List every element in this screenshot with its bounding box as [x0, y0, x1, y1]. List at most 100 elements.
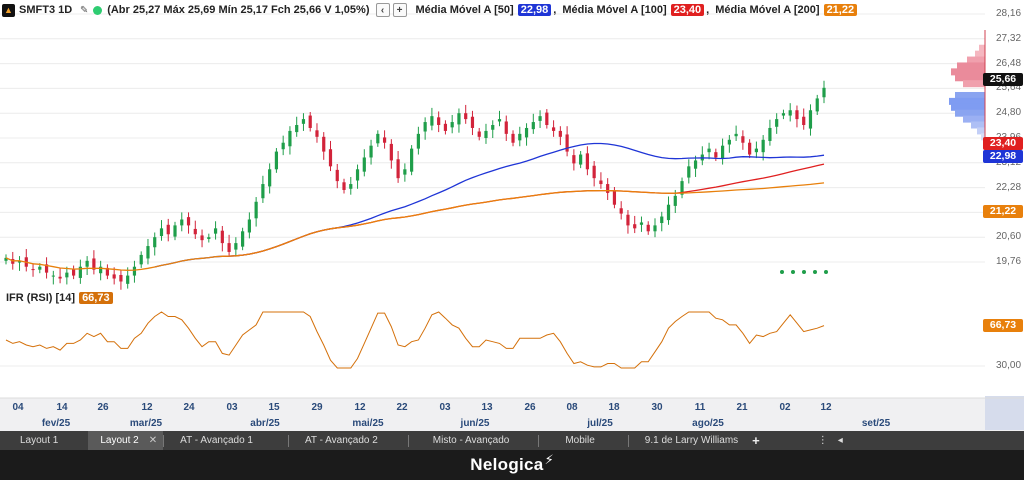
- candle-body: [626, 214, 630, 226]
- candle-body: [126, 275, 130, 284]
- day-tick-label: 29: [311, 402, 323, 413]
- candle-body: [680, 181, 684, 195]
- day-tick-label: 11: [694, 402, 706, 413]
- candle-body: [484, 130, 488, 138]
- ma50-label[interactable]: Média Móvel A [50]: [415, 4, 514, 16]
- volume-profile-bar: [957, 62, 985, 70]
- tab-mobile[interactable]: Mobile: [565, 435, 595, 446]
- candle-body: [592, 165, 596, 179]
- candle-body: [261, 184, 265, 199]
- candle-body: [639, 222, 644, 225]
- day-tick-label: 02: [779, 402, 791, 413]
- candle-body: [288, 130, 292, 147]
- candle-body: [585, 153, 589, 170]
- price-tag: 23,40: [983, 137, 1023, 150]
- price-tag: 21,22: [983, 205, 1023, 218]
- brand-logo: Nelogica: [470, 455, 544, 474]
- candle-body: [808, 110, 813, 129]
- status-dot-icon: [93, 5, 103, 15]
- ma100-label[interactable]: Média Móvel A [100]: [562, 4, 667, 16]
- candle-body: [633, 224, 637, 229]
- rsi-tick-label: 30,00: [996, 360, 1022, 371]
- day-tick-label: 15: [268, 402, 280, 413]
- tab-layout-1[interactable]: Layout 1: [20, 435, 59, 446]
- symbol-label[interactable]: SMFT3 1D: [19, 4, 73, 16]
- candle-body: [72, 269, 76, 276]
- chart-area[interactable]: ▲ SMFT3 1D ✎ (Abr 25,27 Máx 25,69 Mín 25…: [0, 0, 1024, 431]
- candle-body: [355, 169, 360, 181]
- rsi-label[interactable]: IFR (RSI) [14] 66,73: [6, 292, 113, 304]
- candle-body: [437, 117, 441, 126]
- volume-profile-bar: [967, 56, 985, 64]
- candle-body: [693, 160, 698, 169]
- candle-body: [761, 139, 765, 153]
- month-tick-label: mai/25: [352, 418, 384, 429]
- candle-body: [146, 246, 150, 259]
- ma200-label[interactable]: Média Móvel A [200]: [715, 4, 820, 16]
- candle-body: [545, 112, 549, 126]
- tab-at-avancado-1[interactable]: AT - Avançado 1: [180, 435, 253, 446]
- close-tab-icon[interactable]: ✕: [148, 435, 158, 446]
- volume-profile-bar: [951, 103, 985, 111]
- volume-profile-bar: [981, 133, 985, 141]
- candle-body: [815, 98, 819, 112]
- volume-profile-bar: [971, 121, 985, 129]
- tab-layout-2[interactable]: Layout 2 ✕: [88, 431, 164, 450]
- candle-body: [376, 133, 380, 144]
- day-tick-label: 13: [481, 402, 493, 413]
- month-tick-label: fev/25: [41, 418, 71, 429]
- candle-body: [443, 123, 448, 131]
- candle-body: [281, 142, 285, 150]
- month-tick-label: abr/25: [250, 418, 280, 429]
- volume-profile-bar: [975, 50, 985, 58]
- tab-misto-avancado[interactable]: Misto - Avançado: [432, 435, 510, 446]
- day-tick-label: 22: [396, 402, 408, 413]
- add-tab-icon[interactable]: +: [752, 433, 760, 448]
- candle-body: [105, 267, 110, 276]
- chart-header: ▲ SMFT3 1D ✎ (Abr 25,27 Máx 25,69 Mín 25…: [2, 1, 858, 19]
- candle-body: [268, 169, 272, 187]
- collapse-button[interactable]: ‹: [375, 3, 390, 17]
- candle-body: [92, 258, 96, 270]
- add-indicator-button[interactable]: +: [392, 3, 407, 17]
- candle-body: [254, 201, 258, 219]
- candle-body: [295, 125, 299, 133]
- day-tick-label: 08: [566, 402, 578, 413]
- tab-larry-williams[interactable]: 9.1 de Larry Williams: [644, 435, 739, 446]
- day-tick-label: 12: [820, 402, 832, 413]
- tab-at-avancado-2[interactable]: AT - Avançado 2: [304, 435, 378, 446]
- candle-body: [707, 148, 711, 153]
- candle-body: [410, 148, 414, 172]
- candle-body: [673, 195, 677, 206]
- candle-body: [606, 184, 610, 193]
- price-tick-label: 27,32: [996, 32, 1022, 44]
- candle-body: [531, 122, 535, 130]
- volume-profile-bar: [977, 127, 985, 135]
- candle-body: [389, 143, 393, 161]
- price-chart[interactable]: [0, 0, 1024, 431]
- month-tick-label: mar/25: [129, 418, 163, 429]
- layout-tab-bar: Layout 1 Layout 2 ✕ AT - Avançado 1 AT - …: [0, 431, 1024, 450]
- candle-body: [619, 208, 623, 214]
- candle-body: [457, 113, 461, 125]
- candle-body: [335, 169, 339, 182]
- candle-body: [558, 130, 562, 137]
- candle-body: [781, 113, 786, 116]
- price-tag: 22,98: [983, 150, 1023, 163]
- candle-body: [727, 139, 731, 145]
- candle-body: [477, 131, 481, 137]
- tabs-collapse-icon[interactable]: ◂: [837, 435, 843, 446]
- candle-body: [132, 266, 137, 276]
- volume-profile-bar: [955, 74, 985, 82]
- asset-logo-icon: ▲: [2, 3, 15, 17]
- price-tick-label: 19,76: [996, 256, 1022, 267]
- signal-dot: [813, 270, 817, 274]
- candle-body: [734, 133, 738, 137]
- price-tick-label: 28,16: [996, 8, 1022, 19]
- rsi-line: [5, 311, 825, 369]
- chart-settings-icon[interactable]: ✎: [79, 4, 89, 16]
- candle-body: [322, 136, 326, 152]
- price-tick-label: 20,60: [996, 231, 1022, 243]
- day-tick-label: 03: [226, 402, 238, 413]
- tabs-more-icon[interactable]: ⋮: [817, 435, 828, 446]
